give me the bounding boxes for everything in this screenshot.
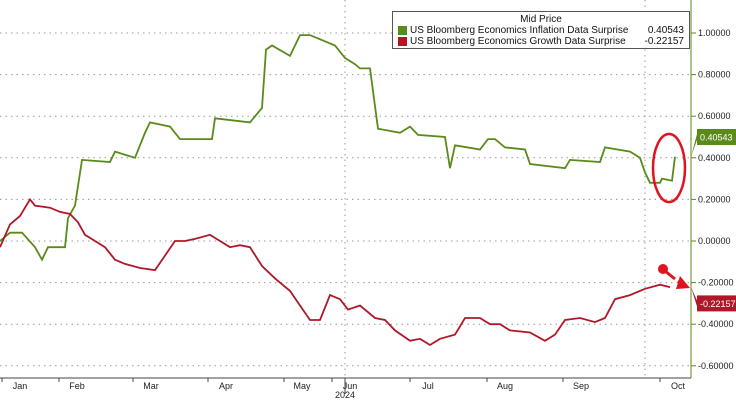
y-tick-label: 1.00000 [698, 28, 731, 38]
x-tick-label: Apr [219, 381, 233, 391]
y-tick-label: 0.40000 [698, 153, 731, 163]
legend-value: 0.40543 [647, 25, 684, 36]
highlight-ellipse [651, 132, 687, 204]
legend-swatch [398, 26, 407, 35]
last-value-pointer [691, 287, 697, 307]
legend-value: -0.22157 [644, 36, 684, 47]
y-tick-label: 0.00000 [698, 236, 731, 246]
x-tick-label: May [293, 381, 311, 391]
legend-swatch [398, 37, 407, 46]
last-value-label: -0.22157 [700, 299, 736, 309]
last-value-label: 0.40543 [700, 133, 733, 143]
y-tick-label: 0.60000 [698, 111, 731, 121]
legend: Mid Price US Bloomberg Economics Inflati… [392, 11, 690, 49]
legend-label: US Bloomberg Economics Growth Data Surpr… [410, 36, 626, 47]
y-tick-label: -0.40000 [698, 319, 734, 329]
x-tick-label: Oct [671, 381, 686, 391]
series-line-growth [0, 197, 671, 347]
x-tick-label: Feb [69, 381, 85, 391]
arrow-head-icon [676, 276, 690, 289]
last-value-pointer [691, 134, 697, 157]
y-tick-label: 0.80000 [698, 70, 731, 80]
legend-item-inflation: US Bloomberg Economics Inflation Data Su… [398, 25, 684, 36]
legend-label: US Bloomberg Economics Inflation Data Su… [410, 25, 629, 36]
x-tick-label: Mar [143, 381, 159, 391]
x-axis-label: 2024 [335, 390, 355, 400]
legend-item-growth: US Bloomberg Economics Growth Data Surpr… [398, 36, 684, 47]
y-tick-label: -0.20000 [698, 278, 734, 288]
x-tick-label: Jun [343, 381, 358, 391]
y-tick-label: -0.60000 [698, 361, 734, 371]
x-tick-label: Sep [573, 381, 589, 391]
y-tick-label: 0.20000 [698, 194, 731, 204]
legend-title: Mid Price [520, 14, 562, 25]
last-value-badge [697, 295, 736, 312]
x-tick-label: Jul [422, 381, 434, 391]
x-tick-label: Aug [497, 381, 513, 391]
x-tick-label: Jan [13, 381, 28, 391]
series-line-inflation [0, 34, 676, 262]
last-value-badge [697, 129, 736, 145]
